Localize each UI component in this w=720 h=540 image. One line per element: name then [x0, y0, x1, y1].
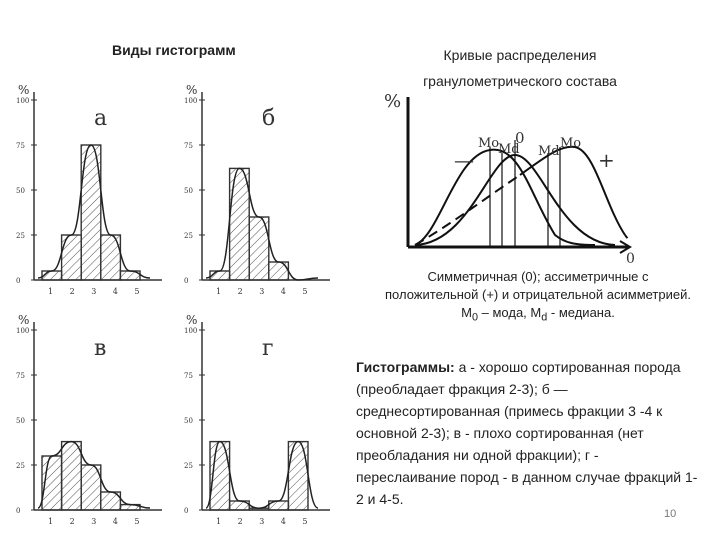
dist-label-md-right: Md	[538, 144, 560, 159]
dist-label-md-left: Md	[498, 142, 520, 157]
histogram-x-tick-label: 5	[302, 287, 307, 296]
histogram-y-tick-label: 100	[16, 327, 29, 335]
histogram-x-tick-label: 4	[281, 517, 286, 526]
histogram-label: б	[262, 106, 275, 131]
histogram-x-tick-label: 4	[281, 287, 286, 296]
histogram-label: в	[94, 336, 106, 361]
histogram-y-unit: %	[18, 313, 29, 327]
histogram-y-tick-label: 0	[184, 507, 188, 515]
right-title: Кривые распределения гранулометрического…	[395, 42, 645, 94]
histogram-y-tick-label: 75	[184, 142, 193, 150]
histogram-bar	[287, 440, 309, 511]
histogram-y-unit: %	[18, 83, 29, 97]
dist-label-mo-left: Mo	[478, 136, 499, 151]
histogram-x-tick-label: 1	[216, 517, 221, 526]
dist-minus-sign: —	[454, 148, 474, 172]
histogram-curve	[205, 440, 319, 509]
dist-plus-sign: +	[598, 148, 615, 172]
dist-x-arrow	[619, 240, 632, 254]
dist-curve-positive-dashed	[414, 174, 521, 246]
histogram-y-tick-label: 100	[184, 327, 197, 335]
histogram-x-tick-label: 1	[48, 287, 53, 296]
histogram-y-tick-label: 0	[16, 507, 20, 515]
histogram-label: а	[94, 106, 107, 131]
histogram-curve	[205, 167, 319, 281]
dist-x-end-label: 0	[626, 251, 635, 265]
histogram-x-tick-label: 2	[238, 287, 243, 296]
histogram-x-tick-label: 4	[113, 517, 118, 526]
histogram-y-tick-label: 0	[16, 277, 20, 285]
histogram-a: %100 75 50 25 0 1 2 3 4 5 а	[16, 83, 162, 296]
distribution-curves-figure: % 0 Mo Md 0 Md Mo — +	[384, 91, 635, 265]
page-number: 10	[664, 508, 677, 520]
histogram-curve	[37, 440, 151, 509]
histogram-y-tick-label: 25	[184, 462, 193, 470]
histogram-y-tick-label: 50	[184, 417, 193, 425]
histogram-x-tick-label: 5	[134, 517, 139, 526]
histogram-x-tick-label: 2	[238, 517, 243, 526]
histogram-description: Гистограммы: а - хорошо сортированная по…	[356, 359, 698, 507]
histogram-y-tick-label: 75	[16, 142, 25, 150]
right-title-line-1: Кривые распределения	[443, 47, 597, 63]
histogram-y-tick-label: 100	[16, 97, 29, 105]
histogram-x-tick-label: 2	[70, 517, 75, 526]
histogram-label: г	[262, 336, 274, 361]
dist-label-zero: 0	[515, 129, 525, 147]
left-title: Виды гистограмм	[112, 42, 236, 58]
histogram-x-tick-label: 1	[48, 517, 53, 526]
histogram-y-unit: %	[186, 313, 197, 327]
histogram-y-tick-label: 100	[184, 97, 197, 105]
dist-y-label: %	[384, 91, 401, 112]
histogram-x-tick-label: 3	[91, 287, 96, 296]
histogram-g: %100 75 50 25 0 1 2 3 4 5 г	[184, 313, 330, 526]
histogram-bar	[60, 440, 82, 511]
histogram-y-tick-label: 75	[16, 372, 25, 380]
right-title-line-2: гранулометрического состава	[423, 73, 617, 89]
histogram-x-tick-label: 2	[70, 287, 75, 296]
histogram-y-tick-label: 50	[184, 187, 193, 195]
histogram-y-tick-label: 0	[184, 277, 188, 285]
histogram-y-tick-label: 25	[16, 462, 25, 470]
histogram-x-tick-label: 3	[259, 517, 264, 526]
histogram-x-tick-label: 3	[259, 287, 264, 296]
histogram-x-tick-label: 1	[216, 287, 221, 296]
histogram-y-tick-label: 25	[184, 232, 193, 240]
curves-caption: Симметричная (0); ассиметричные с положи…	[385, 269, 691, 324]
histogram-x-tick-label: 5	[302, 517, 307, 526]
histogram-x-tick-label: 5	[134, 287, 139, 296]
histogram-curve	[37, 144, 151, 279]
histogram-y-tick-label: 75	[184, 372, 193, 380]
dist-label-mo-right: Mo	[560, 136, 581, 151]
histogram-b: %100 75 50 25 0 1 2 3 4 5 б	[184, 83, 330, 296]
histogram-x-tick-label: 4	[113, 287, 118, 296]
histogram-bar	[228, 167, 250, 281]
dist-curve-negative	[414, 148, 596, 246]
histogram-y-tick-label: 50	[16, 187, 25, 195]
histogram-bar	[268, 261, 290, 281]
histogram-y-tick-label: 50	[16, 417, 25, 425]
dist-curve-positive	[519, 145, 626, 236]
histogram-v: %100 75 50 25 0 1 2 3 4 5 в	[16, 313, 162, 526]
histogram-y-unit: %	[186, 83, 197, 97]
histogram-y-tick-label: 25	[16, 232, 25, 240]
histogram-x-tick-label: 3	[91, 517, 96, 526]
